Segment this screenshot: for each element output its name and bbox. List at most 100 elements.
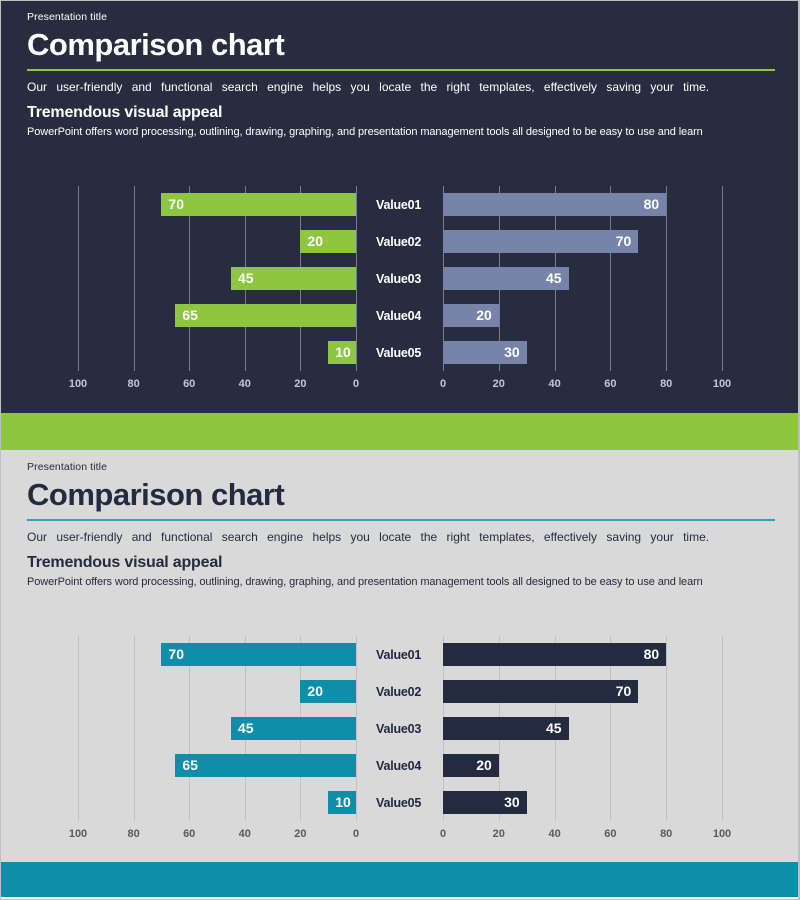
bar-row: 80 xyxy=(443,636,722,673)
category-label: Value05 xyxy=(376,795,422,810)
gridline xyxy=(666,636,668,821)
bar-value-label: 45 xyxy=(237,270,254,286)
axis-tick-label: 100 xyxy=(68,828,88,840)
bar: 45 xyxy=(443,717,569,740)
axis-tick-label: 40 xyxy=(238,828,251,840)
comparison-bar-chart: 70 20 45 65 10 100 80 60 40 20 0 Value01 Value02 Val… xyxy=(69,186,750,392)
bar-row: 70 xyxy=(78,186,356,223)
axis-tick-label: 0 xyxy=(352,378,360,390)
axis-tick-label: 0 xyxy=(439,828,447,840)
gridline xyxy=(610,636,612,821)
section-heading: Tremendous visual appeal xyxy=(27,554,223,571)
axis-tick-row: 100 80 60 40 20 0 xyxy=(69,828,360,842)
bar-value-label: 20 xyxy=(476,757,492,773)
right-plot-area: 80 70 45 20 30 xyxy=(443,636,723,821)
right-plot-area: 80 70 45 20 30 xyxy=(443,186,723,371)
gridline xyxy=(610,186,612,371)
axis-tick-label: 80 xyxy=(660,378,673,390)
bar-value-label: 10 xyxy=(335,344,351,360)
category-label: Value01 xyxy=(376,647,422,662)
bar: 80 xyxy=(443,193,667,216)
bar: 65 xyxy=(175,304,356,327)
gridline xyxy=(189,186,191,371)
bar-row: 65 xyxy=(78,747,356,784)
bar: 45 xyxy=(230,267,356,290)
axis-tick-label: 100 xyxy=(712,828,732,840)
gridline xyxy=(78,186,79,371)
axis-tick-label: 80 xyxy=(660,828,673,840)
bar-value-label: 45 xyxy=(545,720,562,736)
axis-tick-row: 100 80 60 40 20 0 xyxy=(69,378,360,392)
bar-row: 30 xyxy=(443,334,722,371)
bar: 10 xyxy=(328,791,356,814)
axis-tick-label: 80 xyxy=(127,828,140,840)
bar-row: 10 xyxy=(78,784,356,821)
bar-row: 45 xyxy=(78,260,356,297)
bar: 20 xyxy=(300,230,356,253)
bar-value-label: 70 xyxy=(615,233,632,249)
left-bar-chart: 70 20 45 65 10 100 80 60 40 20 0 xyxy=(69,186,360,392)
bar: 80 xyxy=(443,643,667,666)
bar-row: 70 xyxy=(78,636,356,673)
bar-row: 45 xyxy=(443,710,722,747)
bar-value-label: 65 xyxy=(182,307,198,323)
comparison-bar-chart: 70 20 45 65 10 100 80 60 40 20 0 Value01 Value02 Val… xyxy=(69,636,750,842)
bar: 30 xyxy=(443,791,527,814)
bar-value-label: 70 xyxy=(168,196,184,212)
bottom-white-strip xyxy=(0,897,800,900)
axis-tick-label: 0 xyxy=(439,378,447,390)
bar-row: 70 xyxy=(443,673,722,710)
title-divider xyxy=(27,519,775,521)
bar-value-label: 45 xyxy=(545,270,562,286)
bar-row: 20 xyxy=(443,747,722,784)
right-bar-chart: 80 70 45 20 30 0 20 40 60 80 100 xyxy=(439,186,731,392)
slide-subtitle: Our user-friendly and functional search … xyxy=(27,80,710,94)
bar-row: 45 xyxy=(78,710,356,747)
accent-band-green xyxy=(0,413,800,450)
bar: 30 xyxy=(443,341,527,364)
bar-value-label: 65 xyxy=(182,757,198,773)
gridline xyxy=(356,186,357,371)
category-label: Value04 xyxy=(376,758,422,773)
axis-tick-label: 0 xyxy=(352,828,360,840)
axis-tick-label: 100 xyxy=(712,378,732,390)
axis-tick-label: 60 xyxy=(183,828,196,840)
category-label-column: Value01 Value02 Value03 Value04 Value05 xyxy=(356,636,443,842)
bar: 20 xyxy=(443,754,499,777)
axis-tick-label: 20 xyxy=(294,828,307,840)
axis-tick-label: 60 xyxy=(604,828,617,840)
title-divider xyxy=(27,69,775,71)
axis-tick-row: 0 20 40 60 80 100 xyxy=(439,828,731,842)
gridline xyxy=(78,636,79,821)
slide-dark-theme: Presentation title Comparison chart Our … xyxy=(0,0,800,413)
bar: 70 xyxy=(161,193,356,216)
bar: 10 xyxy=(328,341,356,364)
category-label: Value02 xyxy=(376,234,422,249)
axis-tick-label: 60 xyxy=(604,378,617,390)
bar-value-label: 80 xyxy=(643,196,660,212)
left-plot-area: 70 20 45 65 10 xyxy=(78,186,357,371)
bar-value-label: 70 xyxy=(615,683,632,699)
slide-title: Comparison chart xyxy=(27,477,285,512)
axis-tick-label: 80 xyxy=(127,378,140,390)
bar-row: 65 xyxy=(78,297,356,334)
slide-header: Presentation title Comparison chart Our … xyxy=(27,10,775,139)
gridline xyxy=(722,186,723,371)
axis-tick-label: 40 xyxy=(238,378,251,390)
category-label-column: Value01 Value02 Value03 Value04 Value05 xyxy=(356,186,443,392)
axis-tick-label: 60 xyxy=(183,378,196,390)
bar-row: 80 xyxy=(443,186,722,223)
bar: 45 xyxy=(443,267,569,290)
section-heading: Tremendous visual appeal xyxy=(27,104,223,121)
left-plot-area: 70 20 45 65 10 xyxy=(78,636,357,821)
category-label: Value03 xyxy=(376,271,422,286)
bar-row: 30 xyxy=(443,784,722,821)
bar: 45 xyxy=(230,717,356,740)
category-label: Value03 xyxy=(376,721,422,736)
axis-tick-label: 100 xyxy=(68,378,88,390)
bar: 65 xyxy=(175,754,356,777)
slide-title: Comparison chart xyxy=(27,27,285,62)
axis-tick-label: 20 xyxy=(492,828,505,840)
gridline xyxy=(133,186,135,371)
